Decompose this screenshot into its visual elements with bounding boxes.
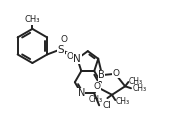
Text: CH₃: CH₃ — [132, 84, 147, 93]
Text: B: B — [98, 70, 105, 80]
Text: O: O — [60, 35, 67, 44]
Text: CH₃: CH₃ — [129, 76, 143, 86]
Text: O: O — [113, 69, 120, 78]
Text: S: S — [58, 45, 64, 55]
Text: N: N — [74, 54, 81, 64]
Text: CH₃: CH₃ — [89, 95, 103, 104]
Text: CH₃: CH₃ — [116, 97, 130, 106]
Text: Cl: Cl — [102, 101, 111, 110]
Text: N: N — [78, 88, 85, 98]
Text: O: O — [93, 82, 100, 91]
Text: CH₃: CH₃ — [25, 15, 40, 24]
Text: O: O — [67, 52, 74, 61]
